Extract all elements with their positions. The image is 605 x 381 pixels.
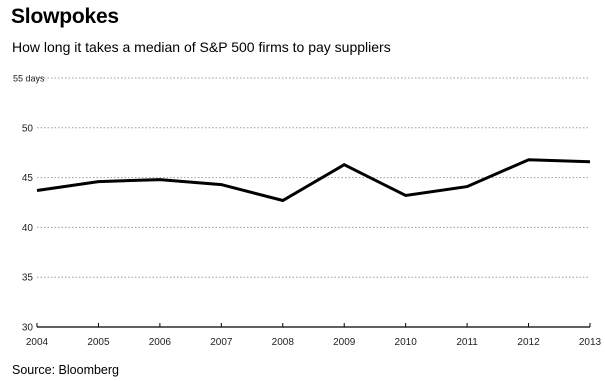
x-tick-label-2004: 2004: [26, 337, 49, 348]
gridlines: [37, 77, 590, 278]
y-tick-label-55: 55 days: [13, 74, 45, 84]
x-tick-label-2006: 2006: [149, 337, 172, 348]
x-tick-label-2012: 2012: [517, 337, 540, 348]
y-tick-label-50: 50: [22, 123, 34, 134]
series-line-0: [36, 158, 591, 203]
source-note: Source: Bloomberg: [12, 363, 120, 377]
x-tick-labels: 2004 2005 2006 2007 2008 2009 2010 2011 2012 2013: [26, 337, 602, 348]
series-layer: [36, 158, 591, 203]
chart-subtitle: How long it takes a median of S&P 500 fi…: [12, 39, 391, 55]
y-tick-label-45: 45: [22, 173, 34, 184]
x-tick-label-2009: 2009: [333, 337, 356, 348]
x-tick-label-2007: 2007: [210, 337, 233, 348]
x-tick-label-2011: 2011: [456, 337, 478, 348]
y-tick-labels: 55 days 50 45 40 35 30: [13, 74, 45, 334]
x-tick-label-2013: 2013: [579, 337, 602, 348]
x-tick-label-2008: 2008: [272, 337, 295, 348]
y-tick-label-30: 30: [22, 323, 34, 334]
x-tick-label-2005: 2005: [87, 337, 110, 348]
y-tick-label-35: 35: [22, 273, 34, 284]
x-axis: [36, 323, 591, 328]
x-tick-label-2010: 2010: [395, 337, 418, 348]
chart-title: Slowpokes: [11, 5, 119, 28]
y-tick-label-40: 40: [22, 223, 34, 234]
